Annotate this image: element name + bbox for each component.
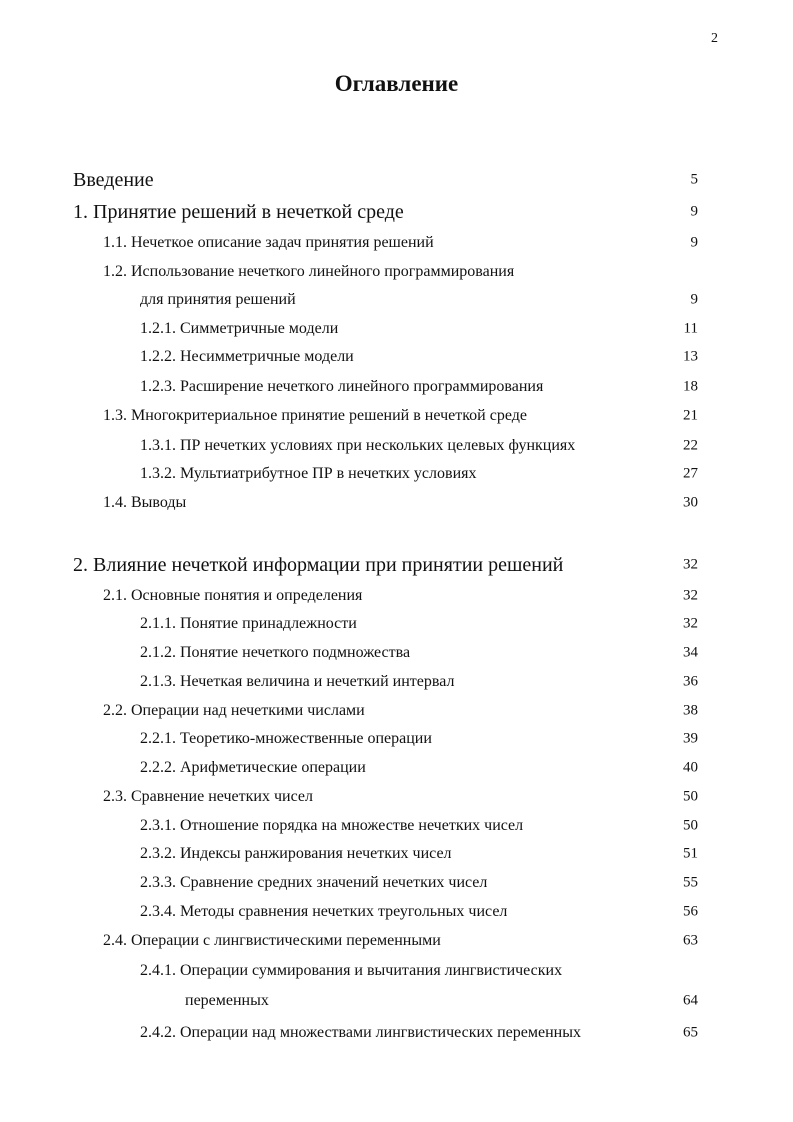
toc-entry-page: 39 [683, 730, 698, 747]
toc-entry-page: 63 [683, 932, 698, 949]
toc-entry-title: 2.3.3. Сравнение средних значений нечетк… [140, 874, 488, 891]
toc-entry-page: 65 [683, 1024, 698, 1041]
toc-entry-title: 2.1.2. Понятие нечеткого подмножества [140, 644, 411, 661]
toc-entry-title: 2.4. Операции с лингвистическими перемен… [103, 932, 441, 949]
toc-entry-page: 5 [690, 171, 699, 188]
toc-entry-title: 2.3.2. Индексы ранжирования нечетких чис… [140, 845, 452, 862]
toc-entry-page: 32 [683, 615, 698, 632]
toc-entry-title: для принятия решений [140, 291, 296, 308]
toc-entry-title: 1.4. Выводы [103, 494, 187, 511]
toc-entry-title: 2.3.4. Методы сравнения нечетких треугол… [140, 903, 508, 920]
toc-entry-title: 1.2. Использование нечеткого линейного п… [103, 263, 515, 280]
toc-entry-page: 18 [683, 378, 698, 395]
toc-entry-page: 11 [683, 320, 698, 337]
toc-entry-page: 38 [683, 702, 698, 719]
toc-entry-page: 51 [683, 845, 698, 862]
toc-entry-page: 56 [683, 903, 698, 920]
toc-entry-page: 32 [683, 556, 698, 573]
toc-entry-page: 9 [690, 203, 699, 220]
page-number: 2 [711, 31, 718, 46]
toc-entry-page: 50 [683, 817, 698, 834]
toc-entry-title: 1.2.2. Несимметричные модели [140, 348, 354, 365]
toc-entry-title: 1.3.2. Мультиатрибутное ПР в нечетких ус… [140, 465, 477, 482]
toc-entry-page: 64 [683, 992, 698, 1009]
toc-entry-page: 50 [683, 788, 698, 805]
toc-entry-title: 1. Принятие решений в нечеткой среде [73, 201, 404, 223]
toc-entry-page: 36 [683, 673, 698, 690]
toc-entry-page: 55 [683, 874, 698, 891]
toc-entry-title: Введение [73, 169, 154, 191]
toc-entry-page: 21 [683, 407, 698, 424]
toc-entry-page: 9 [690, 291, 699, 308]
toc-entry-title: 2.2.1. Теоретико-множественные операции [140, 730, 432, 747]
toc-entry-title: переменных [185, 992, 269, 1009]
toc-entry-page: 34 [683, 644, 698, 661]
toc-entry-page: 9 [690, 234, 699, 251]
toc-entry-title: 2.3.1. Отношение порядка на множестве не… [140, 817, 524, 834]
toc-entry-title: 1.3.1. ПР нечетких условиях при нескольк… [140, 437, 576, 454]
toc-entry-title: 2.3. Сравнение нечетких чисел [103, 788, 313, 805]
toc-entry-page: 40 [683, 759, 698, 776]
toc-entry-page: 13 [683, 348, 698, 365]
toc-entry-title: 2.1. Основные понятия и определения [103, 587, 363, 604]
toc-entry-title: 2.4.1. Операции суммирования и вычитания… [140, 962, 563, 979]
page-title: Оглавление [334, 71, 459, 96]
toc-entry-title: 1.2.3. Расширение нечеткого линейного пр… [140, 378, 544, 395]
toc-entry-title: 2.1.1. Понятие принадлежности [140, 615, 357, 632]
toc-entry-title: 2. Влияние нечеткой информации при приня… [73, 554, 564, 576]
toc-entry-title: 2.1.3. Нечеткая величина и нечеткий инте… [140, 673, 455, 690]
toc-entry-title: 1.1. Нечеткое описание задач принятия ре… [103, 234, 434, 251]
toc-entry-page: 32 [683, 587, 698, 604]
toc-entry-title: 2.2. Операции над нечеткими числами [103, 702, 365, 719]
toc-entry-title: 2.4.2. Операции над множествами лингвист… [140, 1024, 581, 1041]
toc-entry-page: 22 [683, 437, 698, 454]
toc-entry-title: 1.2.1. Симметричные модели [140, 320, 339, 337]
toc-entry-title: 1.3. Многокритериальное принятие решений… [103, 407, 527, 424]
toc-entry-title: 2.2.2. Арифметические операции [140, 759, 366, 776]
toc-entry-page: 30 [683, 494, 698, 511]
toc-entry-page: 27 [683, 465, 698, 482]
